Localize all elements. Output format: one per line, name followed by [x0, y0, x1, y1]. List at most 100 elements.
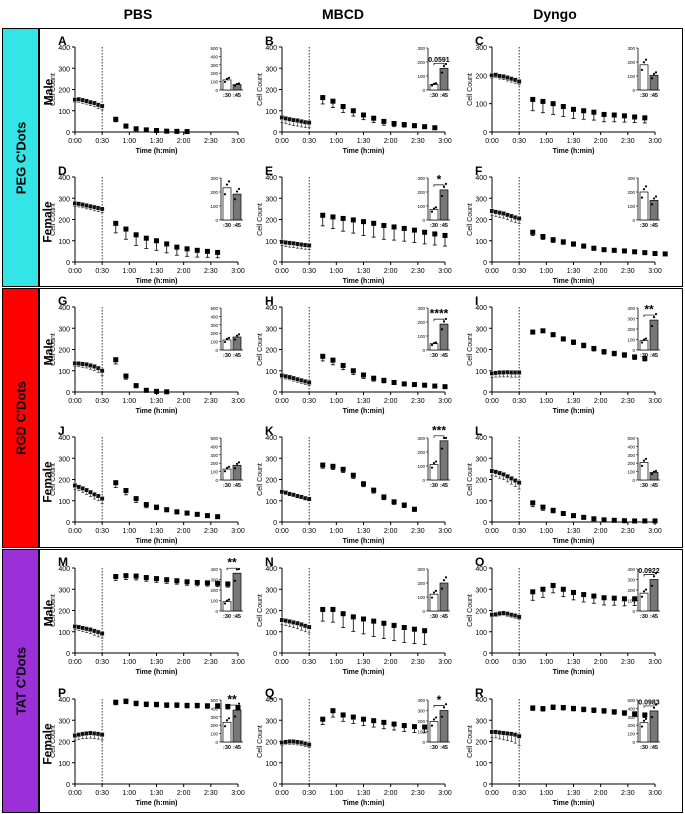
- inset-y-tick-label: 0: [215, 88, 218, 93]
- inset-dot: [440, 71, 444, 74]
- x-tick-label: 0:30: [302, 528, 316, 535]
- x-tick-label: 0:30: [95, 268, 109, 275]
- inset-bar: [639, 592, 649, 612]
- data-point-post: [581, 514, 587, 520]
- x-axis-label: Time (h:min): [553, 148, 595, 155]
- data-point-pre: [99, 631, 105, 636]
- inset-dot: [233, 715, 237, 718]
- x-tick-label: 2:30: [204, 398, 218, 405]
- inset-dot: [652, 470, 656, 473]
- inset-y-tick-label: 300: [210, 453, 218, 458]
- inset-bar: [232, 572, 242, 612]
- x-tick-label: 1:00: [540, 528, 554, 535]
- inset-y-tick-label: 200: [627, 327, 635, 332]
- inset-dot: [432, 82, 436, 85]
- panel-letter: B: [265, 34, 274, 48]
- data-point-post: [320, 716, 326, 722]
- inset-bar: [429, 721, 439, 743]
- significance-label: **: [227, 556, 237, 570]
- x-tick-label: 2:30: [411, 528, 425, 535]
- data-point-post: [123, 573, 129, 579]
- x-tick-label: 1:30: [150, 138, 164, 145]
- data-point-post: [143, 502, 149, 508]
- inset-y-tick-label: 0: [632, 478, 635, 483]
- data-point-post: [371, 115, 377, 121]
- inset-dot: [233, 338, 237, 341]
- inset-dot: [642, 188, 646, 191]
- data-point-post: [194, 702, 200, 708]
- inset-dot: [434, 206, 438, 209]
- y-tick-label: 0: [483, 782, 487, 789]
- inset-y-tick-label: 300: [627, 46, 635, 51]
- data-point-pre: [99, 368, 105, 374]
- panel-letter: E: [265, 164, 273, 178]
- inset-x-tick-label: :45: [233, 614, 241, 620]
- y-tick-label: 400: [475, 566, 487, 573]
- x-tick-label: 1:30: [150, 790, 164, 797]
- inset-x-tick-label: :45: [440, 614, 448, 620]
- x-tick-label: 0:00: [68, 398, 82, 405]
- data-point-post: [571, 705, 576, 711]
- inset-y-tick-label: 0: [632, 609, 635, 614]
- data-point-post: [204, 703, 210, 709]
- x-tick-label: 0:30: [512, 398, 526, 405]
- inset-dot: [654, 703, 658, 706]
- data-point-post: [550, 704, 556, 710]
- x-tick-label: 2:30: [621, 398, 635, 405]
- inset-y-tick-label: 300: [627, 715, 635, 720]
- inset-bar: [232, 464, 242, 481]
- y-axis-label: Cell Count: [467, 463, 474, 496]
- x-tick-label: 2:00: [594, 659, 608, 666]
- inset-y-tick-label: 200: [627, 190, 635, 195]
- x-tick-label: 2:30: [204, 790, 218, 797]
- inset-y-tick-label: 100: [627, 338, 635, 343]
- y-tick-label: 0: [66, 260, 70, 267]
- data-point-post: [143, 235, 149, 241]
- data-point-post: [133, 700, 139, 706]
- inset-dot: [642, 719, 646, 722]
- data-point-post: [225, 703, 231, 709]
- inset-y-tick-label: 200: [210, 461, 218, 466]
- x-tick-label: 2:00: [594, 790, 608, 797]
- inset-y-tick-label: 200: [627, 461, 635, 466]
- inset-y-tick-label: 0: [422, 478, 425, 483]
- x-tick-label: 3:00: [648, 138, 662, 145]
- data-point-post: [154, 238, 159, 244]
- y-axis-label: Cell Count: [257, 203, 264, 236]
- x-tick-label: 0:30: [95, 398, 109, 405]
- inset-x-tick-label: :30: [640, 353, 648, 359]
- x-tick-label: 2:00: [177, 528, 191, 535]
- x-tick-label: 0:00: [68, 790, 82, 797]
- data-point-post: [422, 628, 428, 634]
- inset-dot: [650, 472, 654, 476]
- x-tick-label: 0:30: [302, 268, 316, 275]
- x-tick-label: 3:00: [648, 398, 662, 405]
- inset-bar: [639, 191, 649, 221]
- inset-y-tick-label: 300: [417, 46, 425, 51]
- x-tick-label: 1:30: [357, 528, 371, 535]
- data-point-post: [391, 121, 397, 126]
- inset-dot: [650, 716, 654, 719]
- x-tick-label: 0:00: [485, 398, 499, 405]
- inset-dot: [430, 724, 434, 727]
- data-point-post: [204, 513, 210, 519]
- x-tick-label: 2:00: [594, 528, 608, 535]
- data-point-pre: [95, 365, 101, 371]
- data-point-post: [411, 227, 417, 233]
- data-point-post: [204, 248, 210, 254]
- inset-bar: [439, 189, 449, 221]
- data-point-post: [143, 701, 149, 707]
- x-tick-label: 0:30: [302, 659, 316, 666]
- y-tick-label: 0: [273, 782, 277, 789]
- data-point-post: [401, 381, 407, 387]
- inset-dot: [640, 725, 644, 728]
- data-point-post: [381, 620, 387, 626]
- x-tick-label: 0:00: [68, 528, 82, 535]
- y-tick-label: 400: [58, 45, 70, 52]
